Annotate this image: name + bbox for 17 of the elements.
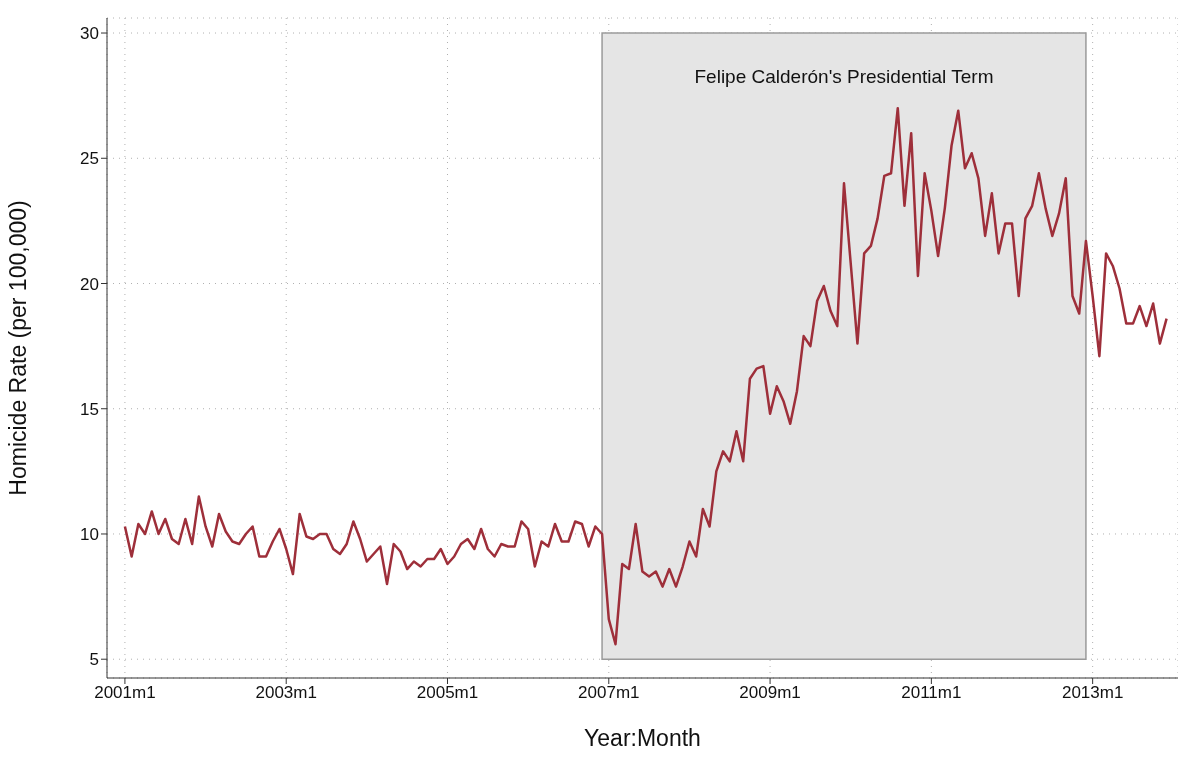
y-tick-label: 5 (89, 650, 99, 670)
y-tick-label: 10 (80, 525, 99, 545)
y-axis-title: Homicide Rate (per 100,000) (5, 200, 32, 496)
x-tick-label: 2003m1 (255, 683, 317, 703)
x-tick-label: 2001m1 (94, 683, 156, 703)
x-tick-label: 2007m1 (578, 683, 640, 703)
y-tick-label: 20 (80, 274, 99, 294)
x-axis-title: Year:Month (584, 725, 701, 751)
x-tick-label: 2009m1 (739, 683, 801, 703)
x-tick-label: 2013m1 (1061, 683, 1124, 703)
band-label: Felipe Calderón's Presidential Term (694, 65, 994, 87)
x-tick-label: 2005m1 (416, 683, 479, 703)
y-tick-label: 30 (80, 24, 99, 44)
line-series (123, 106, 1168, 646)
y-tick-label: 15 (80, 399, 99, 419)
y-tick-label: 25 (80, 149, 99, 169)
x-tick-label: 2011m1 (901, 683, 962, 703)
